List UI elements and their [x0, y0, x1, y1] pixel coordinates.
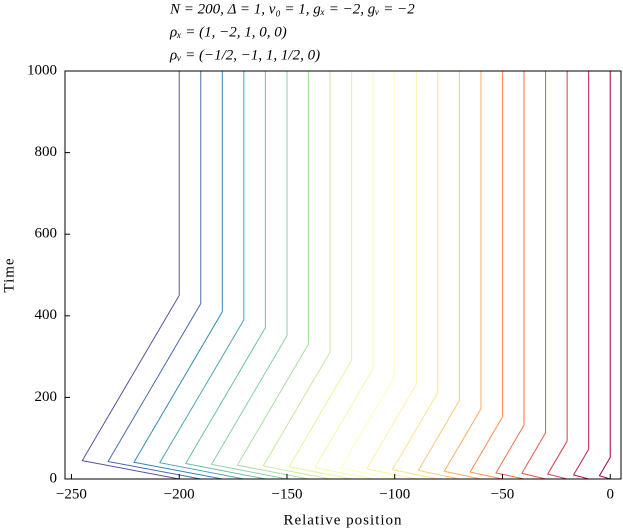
x-tick-label: 0 [606, 486, 614, 502]
y-axis-label: Time [1, 257, 17, 292]
trajectory-line [107, 71, 202, 480]
trajectory-line [314, 71, 374, 480]
chart-title-line: ρₓ = (1, −2, 1, 0, 0) [169, 24, 287, 40]
plot-frame [64, 70, 622, 480]
y-tick-label: 0 [50, 470, 58, 486]
trajectory-line [443, 71, 482, 480]
trajectory-line [598, 71, 611, 480]
trajectory-line [262, 71, 331, 480]
x-tick-label: −50 [491, 486, 514, 502]
chart-title-line: ρᵥ = (−1/2, −1, 1, 1/2, 0) [169, 47, 320, 63]
y-tick-label: 400 [35, 307, 58, 323]
trajectory-line [417, 71, 460, 480]
trajectory-line [81, 71, 180, 480]
trajectory-line [572, 71, 590, 480]
y-tick-label: 1000 [27, 62, 57, 78]
x-tick-label: −150 [271, 486, 302, 502]
trajectory-line [184, 71, 266, 480]
trajectory-line [521, 71, 547, 480]
x-axis-label: Relative position [283, 512, 402, 528]
trajectory-line [340, 71, 396, 480]
trajectory-line [365, 71, 417, 480]
trajectory-line [159, 71, 245, 480]
x-tick-label: −200 [164, 486, 195, 502]
trajectory-line [546, 71, 568, 480]
y-tick-label: 600 [35, 226, 58, 242]
y-tick-label: 200 [35, 389, 58, 405]
x-tick-label: −250 [56, 486, 87, 502]
trajectory-line [469, 71, 503, 480]
trajectory-line [288, 71, 353, 480]
trajectory-line [236, 71, 310, 480]
trajectory-line [391, 71, 439, 480]
trajectory-line [495, 71, 525, 480]
y-tick-label: 800 [35, 144, 58, 160]
chart-title-line: N = 200, Δ = 1, v₀ = 1, gₓ = −2, gᵥ = −2 [169, 1, 415, 17]
x-tick-label: −100 [379, 486, 410, 502]
trajectory-line [210, 71, 288, 480]
trajectory-line [133, 71, 223, 480]
